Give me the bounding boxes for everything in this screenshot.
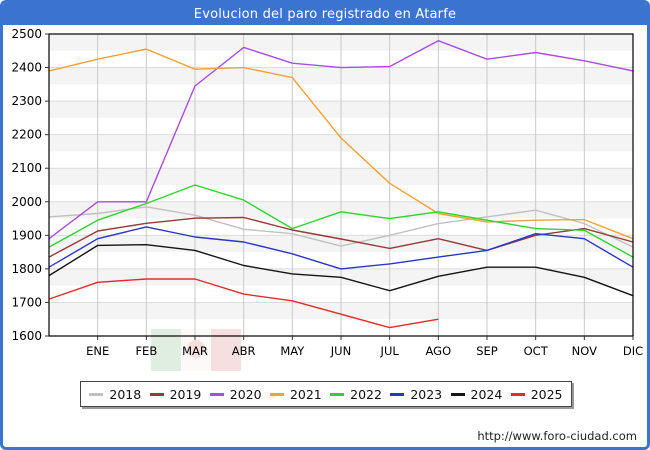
y-tick-label: 1600 [11, 329, 42, 343]
title-bar: Evolucion del paro registrado en Atarfe [3, 3, 647, 25]
legend-swatch-2018 [89, 392, 104, 396]
x-tick-label: JUN [330, 344, 351, 358]
y-tick-label: 2400 [11, 61, 42, 75]
gridlines [49, 34, 634, 336]
y-tick-label: 2500 [11, 27, 42, 41]
legend-swatch-2019 [149, 392, 164, 396]
legend-swatch-2022 [330, 392, 345, 396]
legend-swatch-2020 [209, 392, 224, 396]
legend-label: 2023 [410, 386, 443, 402]
axis-labels: 1600 1700 1800 1900 2000 2100 2200 2300 2400 2500… [11, 27, 643, 358]
y-tick-label: 2100 [11, 161, 42, 175]
legend-item-2025: 2025 [510, 386, 563, 402]
x-tick-label: JUL [380, 344, 400, 358]
legend-label: 2019 [169, 386, 202, 402]
y-tick-label: 1800 [11, 262, 42, 276]
legend-swatch-2023 [390, 392, 405, 396]
series-line-2020 [48, 39, 634, 240]
x-tick-label: NOV [572, 344, 597, 358]
legend-label: 2025 [530, 386, 563, 402]
x-tick-label: OCT [524, 344, 549, 358]
legend-item-2023: 2023 [390, 387, 442, 402]
series-line-2023 [48, 226, 634, 270]
line-chart: 1600 1700 1800 1900 2000 2100 2200 2300 2400 2500… [11, 27, 643, 371]
x-tick-label: SEP [476, 344, 498, 358]
series-line-2021 [48, 48, 634, 240]
series-line-2019 [48, 216, 634, 258]
x-tick-label: ENE [86, 344, 109, 358]
y-tick-label: 2200 [11, 128, 42, 142]
data-series [48, 39, 634, 329]
x-tick-label: MAR [182, 344, 208, 358]
legend-label: 2018 [109, 386, 142, 402]
legend-item-2019: 2019 [149, 386, 202, 402]
x-tick-label: AGO [426, 344, 452, 358]
plot-area-wrapper: 1600 1700 1800 1900 2000 2100 2200 2300 2400 2500… [3, 25, 647, 373]
y-tick-label: 1900 [11, 228, 42, 242]
legend-label: 2021 [289, 386, 322, 402]
legend-item-2024: 2024 [450, 386, 503, 402]
series-line-2024 [48, 243, 634, 297]
y-tick-label: 2000 [11, 195, 42, 209]
page-title: Evolucion del paro registrado en Atarfe [193, 6, 457, 22]
legend-item-2020: 2020 [209, 386, 262, 402]
legend-swatch-2025 [510, 392, 525, 396]
legend-item-2018: 2018 [89, 387, 141, 402]
series-line-2018 [48, 206, 634, 248]
legend-item-2022: 2022 [330, 387, 382, 402]
watermark-emblem-circle [187, 340, 205, 358]
legend-label: 2020 [229, 386, 262, 402]
y-tick-label: 1700 [11, 295, 42, 309]
axes [45, 33, 634, 340]
x-tick-label: FEB [135, 344, 157, 358]
series-line-2025 [48, 278, 439, 329]
x-tick-label: ABR [232, 344, 256, 358]
y-tick-label: 2300 [11, 94, 42, 108]
x-tick-label: DIC [623, 344, 643, 358]
legend-label: 2024 [470, 386, 503, 402]
legend-label: 2022 [350, 386, 382, 402]
footer-link[interactable]: http://www.foro-ciudad.com [477, 429, 637, 443]
series-line-2022 [48, 184, 634, 258]
legend-swatch-2024 [450, 392, 465, 396]
legend-box: 2018 2019 2020 2021 2022 2023 2024 2025 [80, 381, 572, 407]
legend-swatch-2021 [269, 392, 284, 396]
legend-item-2021: 2021 [269, 386, 322, 402]
x-tick-label: MAY [280, 344, 305, 358]
